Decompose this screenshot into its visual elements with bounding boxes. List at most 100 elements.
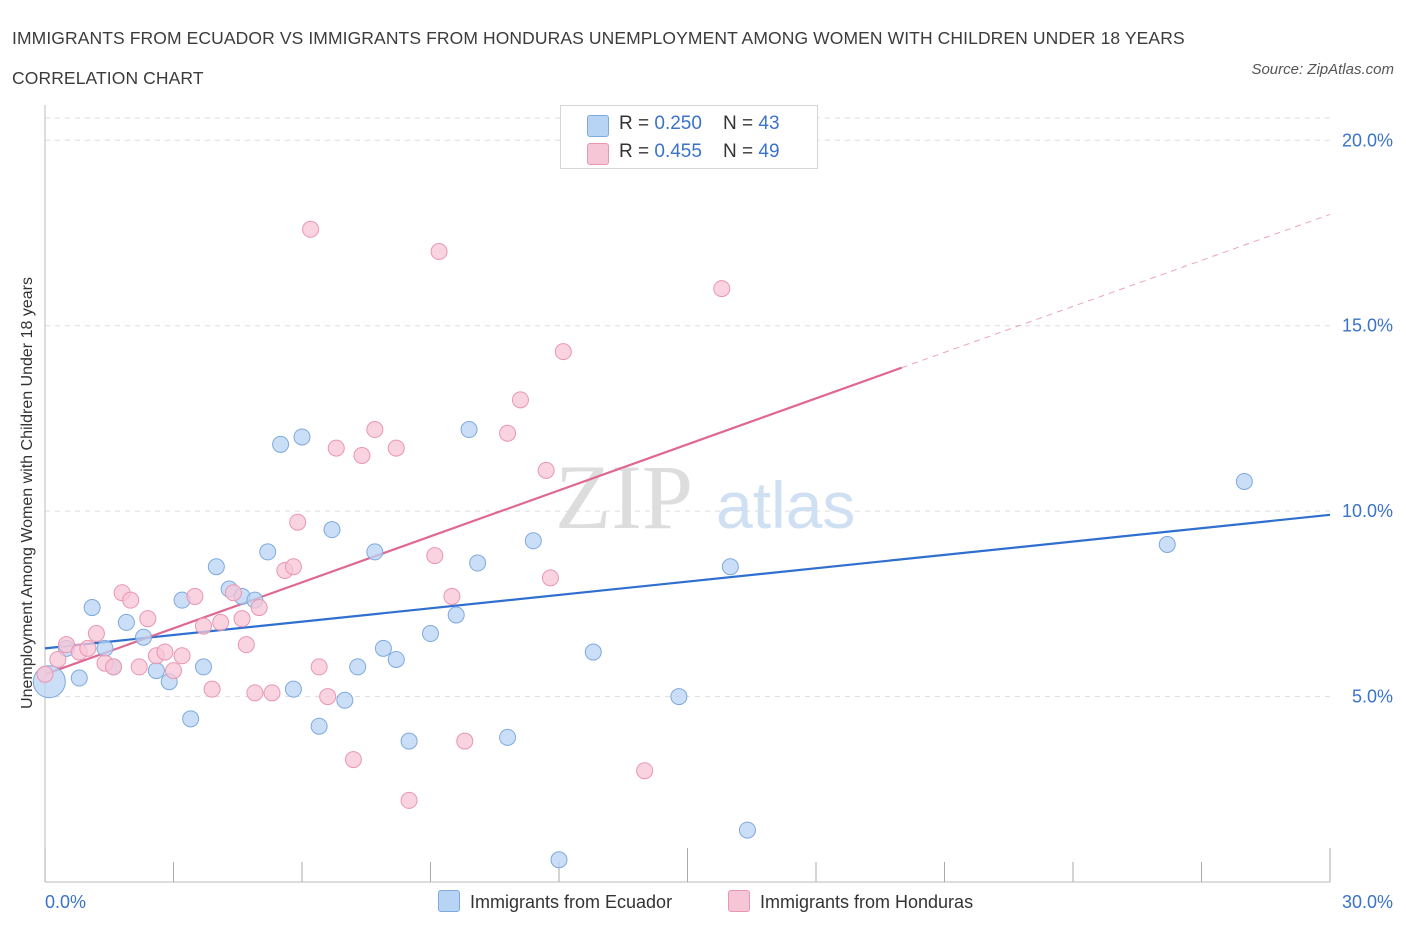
point-honduras [246, 684, 264, 702]
legend-label-ecuador: Immigrants from Ecuador [470, 892, 673, 912]
trend-line-ecuador [44, 513, 1331, 650]
watermark: ZIP atlas [555, 446, 855, 548]
point-honduras [302, 220, 320, 238]
point-honduras [250, 599, 268, 617]
point-ecuador [70, 669, 88, 687]
point-honduras [353, 446, 371, 464]
legend-r-value: 0.455 [654, 141, 702, 162]
point-ecuador [182, 710, 200, 728]
point-honduras [426, 547, 444, 565]
point-ecuador [584, 643, 602, 661]
point-honduras [203, 680, 221, 698]
point-ecuador [670, 688, 688, 706]
legend-r-value: 0.250 [654, 113, 702, 134]
legend-n-label: N = [723, 113, 759, 134]
point-honduras [156, 643, 174, 661]
point-ecuador [284, 680, 302, 698]
point-honduras [263, 684, 281, 702]
point-honduras [310, 658, 328, 676]
point-ecuador [272, 435, 290, 453]
point-honduras [327, 439, 345, 457]
correlation-legend: R = 0.250 N = 43 R = 0.455 N = 49 [560, 105, 818, 169]
point-honduras [105, 658, 123, 676]
point-honduras [57, 636, 75, 654]
point-ecuador [366, 543, 384, 561]
point-ecuador [499, 728, 517, 746]
point-honduras [173, 647, 191, 665]
point-ecuador [135, 628, 153, 646]
point-ecuador [524, 532, 542, 550]
point-honduras [713, 280, 731, 298]
axes [44, 105, 1331, 883]
point-honduras [319, 688, 337, 706]
point-ecuador [447, 606, 465, 624]
point-honduras [541, 569, 559, 587]
legend-n-value: 49 [758, 141, 780, 162]
point-ecuador [336, 691, 354, 709]
point-honduras [186, 587, 204, 605]
point-honduras [387, 439, 405, 457]
point-honduras [443, 587, 461, 605]
point-ecuador [96, 639, 114, 657]
point-honduras [237, 636, 255, 654]
point-honduras [430, 243, 448, 261]
point-ecuador [147, 662, 165, 680]
point-ecuador [400, 732, 418, 750]
point-honduras [499, 424, 517, 442]
point-ecuador [550, 851, 568, 869]
point-honduras [554, 343, 572, 361]
legend-swatch-ecuador [587, 115, 609, 137]
point-ecuador [387, 650, 405, 668]
point-ecuador [721, 558, 739, 576]
point-ecuador [349, 658, 367, 676]
legend-n-value: 43 [758, 113, 780, 134]
point-ecuador [422, 625, 439, 643]
point-honduras [79, 639, 97, 657]
point-honduras [122, 591, 140, 609]
point-honduras [366, 421, 384, 439]
bottom-legend-honduras[interactable]: Immigrants from Honduras [728, 890, 973, 913]
point-honduras [165, 662, 182, 680]
chart-title: IMMIGRANTS FROM ECUADOR VS IMMIGRANTS FR… [12, 28, 1185, 88]
tick-labels: 5.0% 10.0% 15.0% 20.0% 0.0% 30.0% [45, 130, 1393, 912]
point-honduras [456, 732, 474, 750]
data-points [32, 150, 1253, 869]
point-honduras [139, 610, 157, 628]
point-ecuador [293, 428, 311, 446]
legend-r-label: R = [619, 141, 655, 162]
point-ecuador [1235, 472, 1253, 490]
point-honduras [284, 558, 302, 576]
point-ecuador [83, 599, 101, 617]
point-ecuador [1158, 536, 1176, 554]
watermark-zip: ZIP [555, 446, 693, 548]
trend-line-honduras [44, 366, 903, 676]
x-tick-label: 0.0% [45, 892, 86, 912]
grid-lines [45, 117, 1330, 698]
legend-swatch-ecuador [438, 890, 460, 912]
point-ecuador [117, 613, 135, 631]
point-honduras [344, 751, 362, 769]
point-honduras [224, 584, 242, 602]
point-ecuador [738, 821, 756, 839]
point-ecuador [259, 543, 277, 561]
trend-line-extension-honduras [901, 213, 1331, 369]
point-honduras [233, 610, 251, 628]
point-honduras [212, 613, 230, 631]
trend-lines [44, 213, 1331, 676]
point-ecuador [194, 658, 212, 676]
point-ecuador [374, 639, 392, 657]
chart-source: Source: ZipAtlas.com [1251, 61, 1394, 78]
bottom-legend-ecuador[interactable]: Immigrants from Ecuador [438, 890, 672, 913]
point-honduras [87, 625, 105, 643]
point-honduras [400, 791, 418, 809]
watermark-atlas: atlas [716, 468, 855, 542]
point-honduras [194, 617, 212, 635]
y-tick-label: 15.0% [1342, 316, 1393, 336]
point-honduras [511, 391, 529, 409]
point-ecuador [207, 558, 225, 576]
legend-n-label: N = [723, 141, 759, 162]
point-ecuador [460, 421, 478, 439]
point-honduras [130, 658, 148, 676]
point-ecuador [310, 717, 328, 735]
